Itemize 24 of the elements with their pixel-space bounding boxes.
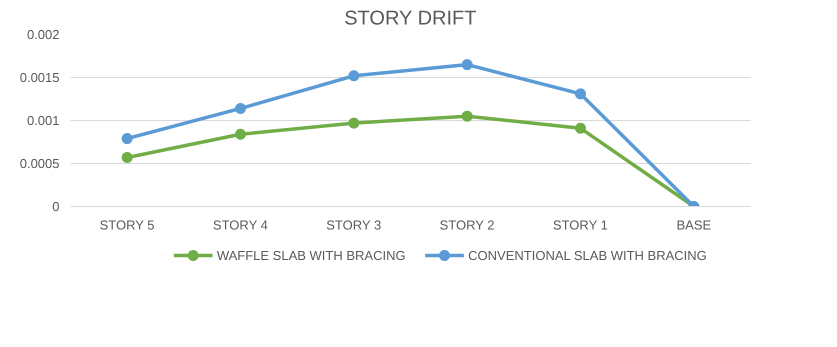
point [122, 133, 133, 144]
legend-label: WAFFLE SLAB WITH BRACING [216, 248, 406, 263]
x-tick-label: BASE [676, 218, 712, 232]
x-tick-label: STORY 3 [326, 218, 382, 232]
point [462, 59, 473, 70]
x-tick-label: STORY 4 [212, 218, 268, 232]
y-tick-label: 0.0015 [20, 70, 60, 85]
point [235, 102, 246, 114]
point [235, 128, 246, 140]
chart-title: STORY DRIFT [344, 8, 476, 30]
x-tick-label: STORY 1 [552, 218, 608, 232]
point [462, 110, 473, 122]
legend-label: CONVENTIONAL SLAB WITH BRACING [468, 248, 707, 263]
y-tick-label: 0 [52, 199, 60, 214]
point [122, 152, 133, 163]
point [348, 118, 360, 129]
y-tick-label: 0.002 [26, 27, 60, 42]
point [348, 70, 360, 82]
point [575, 88, 586, 100]
x-tick-label: STORY 5 [100, 218, 155, 232]
y-tick-label: 0.001 [26, 113, 60, 128]
point [575, 122, 586, 134]
x-tick-label: STORY 2 [440, 218, 495, 232]
y-tick-label: 0.0005 [20, 156, 60, 171]
